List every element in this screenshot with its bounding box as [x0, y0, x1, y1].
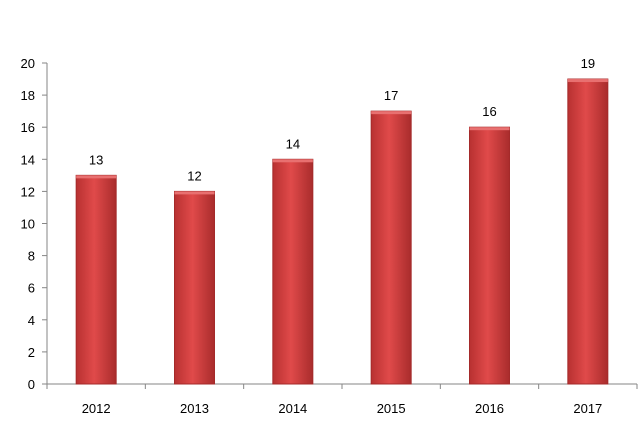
bar-top-highlight	[469, 127, 510, 131]
y-tick-label: 6	[28, 281, 35, 296]
bars	[75, 78, 609, 385]
y-tick-label: 10	[21, 217, 35, 232]
y-tick-label: 20	[21, 56, 35, 71]
x-tick-label: 2016	[475, 401, 504, 416]
y-tick-label: 2	[28, 345, 35, 360]
bar-top-highlight	[76, 175, 117, 179]
bar-2015	[370, 110, 412, 385]
x-tick-label: 2012	[82, 401, 111, 416]
x-tick-label: 2015	[377, 401, 406, 416]
data-label: 14	[286, 136, 300, 151]
bar-top-highlight	[272, 159, 313, 163]
bar-top-highlight	[371, 111, 412, 115]
data-label: 16	[482, 104, 496, 119]
bar-2017	[567, 78, 609, 385]
data-labels: 13 12 14 17 16 19	[89, 56, 595, 183]
x-tick-label: 2014	[278, 401, 307, 416]
x-axis: 2012 2013 2014 2015 2016 2017	[46, 383, 638, 416]
bar-top-highlight	[567, 79, 608, 83]
y-tick-label: 12	[21, 184, 35, 199]
bar-top-highlight	[174, 191, 215, 195]
y-axis: 0 2 4 6 8 10 12 14 16 18 20	[21, 56, 48, 392]
data-label: 12	[187, 168, 201, 183]
data-label: 17	[384, 88, 398, 103]
bar-2012	[75, 174, 117, 385]
bar-2013	[174, 190, 215, 385]
y-tick-label: 0	[28, 377, 35, 392]
data-label: 19	[581, 56, 595, 71]
y-tick-label: 8	[28, 249, 35, 264]
y-tick-label: 16	[21, 120, 35, 135]
bar-2014	[272, 158, 314, 385]
y-tick-label: 18	[21, 88, 35, 103]
y-tick-label: 4	[28, 313, 35, 328]
x-tick-label: 2013	[180, 401, 209, 416]
x-tick-label: 2017	[573, 401, 602, 416]
y-tick-label: 14	[21, 152, 35, 167]
data-label: 13	[89, 152, 103, 167]
bar-2016	[469, 126, 510, 385]
